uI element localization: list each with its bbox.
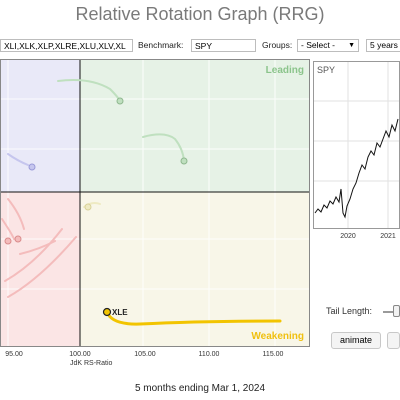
improving-tail-head — [28, 163, 36, 171]
page-title: Relative Rotation Graph (RRG) — [75, 4, 325, 24]
leading-tail-2-head — [180, 157, 188, 165]
benchmark-input[interactable]: SPY — [191, 39, 256, 52]
xle-tail — [105, 310, 282, 326]
weakening-quadrant-label: Weakening — [251, 331, 304, 342]
symbols-input[interactable]: XLI,XLK,XLP,XLRE,XLU,XLV,XL — [0, 39, 133, 52]
groups-select[interactable]: - Select - ▼ — [297, 39, 359, 52]
x-tick-110: 110.00 — [199, 351, 220, 358]
x-tick-115: 115.00 — [263, 351, 284, 358]
mini-x-tick-2020: 2020 — [340, 233, 356, 240]
lagging-tail-4 — [7, 236, 77, 298]
mini-chart-frame — [313, 61, 400, 229]
animate-button[interactable]: animate — [331, 332, 381, 349]
lagging-tail-head-2 — [14, 235, 22, 243]
lagging-tail-3 — [4, 228, 63, 282]
x-axis-label: JdK RS-Ratio — [70, 360, 113, 367]
lagging-quadrant — [0, 192, 80, 347]
rrg-gridlines — [0, 59, 310, 347]
improving-quadrant — [0, 59, 80, 192]
weakening-faded-head — [84, 203, 92, 211]
tail-length-slider-handle[interactable] — [393, 305, 400, 317]
benchmark-mini-chart: SPY 2020 2021 — [313, 61, 400, 240]
benchmark-label: Benchmark: — [138, 40, 184, 50]
mini-chart-symbol: SPY — [317, 65, 335, 75]
leading-quadrant-label: Leading — [266, 65, 304, 76]
leading-tail-1-head — [116, 97, 124, 105]
lagging-tail-1 — [7, 198, 25, 230]
mini-x-tick-2021: 2021 — [380, 233, 396, 240]
x-tick-95: 95.00 — [5, 351, 23, 358]
groups-select-value: - Select - — [301, 40, 336, 50]
improving-tail — [7, 153, 29, 166]
lagging-tail-head-1 — [4, 237, 12, 245]
tail-length-label: Tail Length: — [326, 306, 373, 316]
leading-tail-2 — [142, 133, 185, 162]
period-caption: 5 months ending Mar 1, 2024 — [134, 383, 266, 394]
rrg-frame — [0, 59, 310, 347]
xle-label: XLE — [112, 308, 128, 317]
lagging-tail-2 — [1, 218, 15, 240]
chevron-down-icon: ▼ — [348, 42, 355, 49]
spy-price-line — [314, 118, 399, 219]
lagging-tail-5 — [19, 240, 56, 255]
x-tick-100: 100.00 — [69, 351, 91, 358]
rrg-chart: Leading Weakening XLE 95.00 100.00 105.0… — [0, 59, 310, 358]
period-select-value: 5 years — [370, 40, 398, 50]
period-select[interactable]: 5 years — [366, 39, 400, 52]
tail-length-slider-track[interactable] — [383, 311, 400, 313]
animate-extra-button[interactable] — [387, 332, 400, 349]
x-tick-105: 105.00 — [134, 351, 156, 358]
leading-quadrant — [80, 59, 310, 192]
xle-head-marker[interactable] — [102, 307, 112, 317]
mini-chart-grid — [314, 62, 399, 228]
groups-label: Groups: — [262, 40, 293, 50]
